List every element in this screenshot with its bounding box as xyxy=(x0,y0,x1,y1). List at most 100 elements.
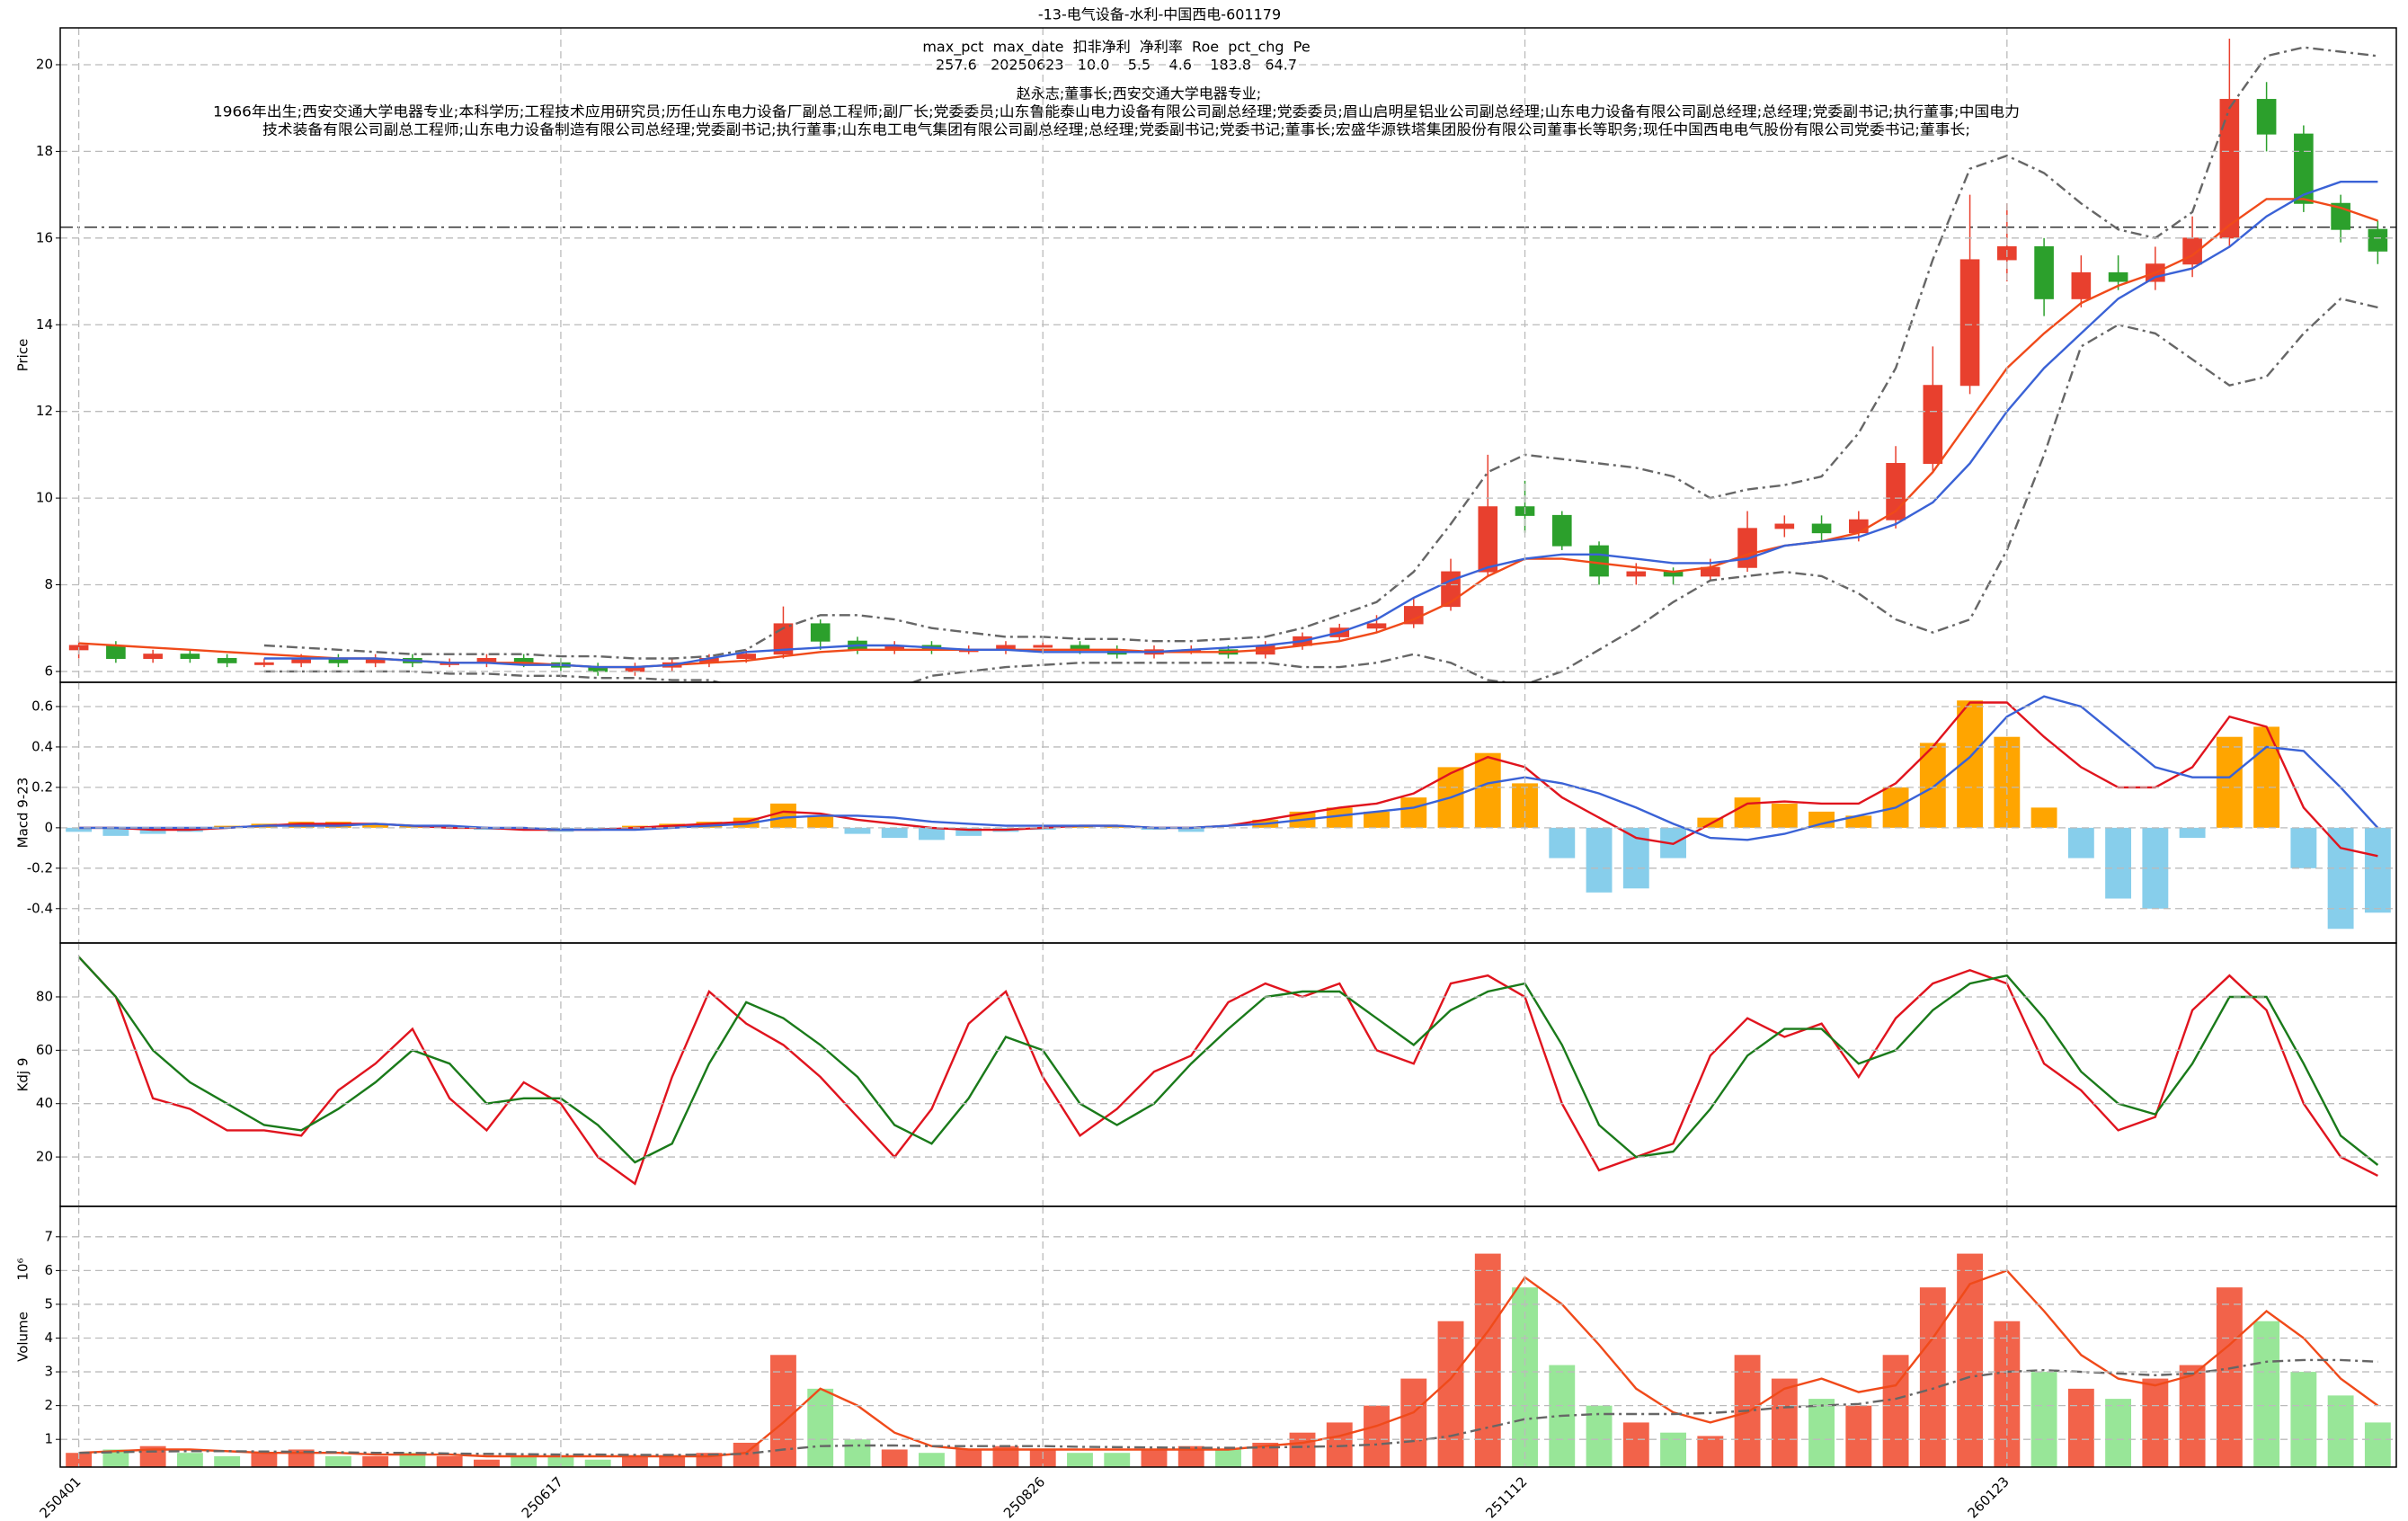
y-tick-label: 8 xyxy=(44,576,53,592)
bar xyxy=(547,1455,574,1467)
bar xyxy=(2179,827,2206,839)
candle-body xyxy=(180,654,200,659)
bar xyxy=(1400,797,1427,828)
y-tick-label: 60 xyxy=(36,1042,53,1058)
series-line xyxy=(77,956,2379,1166)
header-line: max_pct max_date 扣非净利 净利率 Roe pct_chg Pe xyxy=(922,39,1310,57)
bar xyxy=(214,1455,241,1467)
bar xyxy=(1474,1253,1501,1467)
bar xyxy=(324,1455,351,1467)
bar xyxy=(2067,827,2094,858)
bar xyxy=(2364,1422,2391,1467)
bar xyxy=(1437,1321,1464,1467)
header-line: 赵永志;董事长;西安交通大学电器专业; xyxy=(1017,85,1261,102)
x-tick-label: 251112 xyxy=(1482,1473,1530,1521)
candle-body xyxy=(2108,271,2128,282)
bar xyxy=(1919,1287,1946,1467)
bar xyxy=(992,1445,1019,1467)
panel-frame xyxy=(59,942,2397,1207)
bar xyxy=(176,1453,203,1467)
bar xyxy=(251,1453,278,1467)
y-scale-label: 10⁶ xyxy=(15,1258,31,1280)
y-tick-label: 10 xyxy=(36,490,53,506)
y-tick-label: -0.4 xyxy=(27,900,53,916)
bar xyxy=(473,1459,500,1467)
bar xyxy=(1364,1405,1390,1467)
y-tick-label: -0.2 xyxy=(27,859,53,876)
y-tick-label: 14 xyxy=(36,316,53,333)
bar xyxy=(584,1459,611,1467)
y-axis-label: Price xyxy=(15,339,31,372)
series-line xyxy=(78,701,2378,858)
y-tick-label: 0 xyxy=(44,819,53,835)
bar xyxy=(1808,1399,1835,1467)
bar xyxy=(2067,1388,2094,1467)
panel-frame xyxy=(59,1205,2397,1468)
y-tick-label: 0.4 xyxy=(31,738,53,754)
y-tick-label: 6 xyxy=(44,663,53,679)
bar xyxy=(1474,752,1501,828)
bar xyxy=(659,1455,686,1467)
candle-body xyxy=(143,654,163,659)
bar xyxy=(2290,827,2317,868)
bar xyxy=(66,827,93,832)
panel xyxy=(66,695,2391,930)
candle-body xyxy=(2219,99,2240,239)
series-line xyxy=(78,1268,2379,1458)
series-line xyxy=(78,695,2379,841)
y-tick-label: 5 xyxy=(44,1295,53,1312)
bar xyxy=(1104,1453,1131,1467)
bar xyxy=(66,1453,93,1467)
bar xyxy=(807,815,834,828)
bar xyxy=(1586,1405,1613,1467)
bar xyxy=(1326,807,1353,828)
series-line xyxy=(77,956,2378,1186)
y-tick-label: 3 xyxy=(44,1364,53,1380)
y-tick-label: 12 xyxy=(36,403,53,419)
y-tick-label: 6 xyxy=(44,1262,53,1278)
bar xyxy=(102,1449,129,1467)
y-axis-label: Kdj 9 xyxy=(15,1058,31,1092)
candle-body xyxy=(254,662,274,665)
y-tick-label: 20 xyxy=(36,1149,53,1165)
bar xyxy=(1364,811,1390,828)
bar xyxy=(2179,1365,2206,1467)
bar xyxy=(1808,811,1835,828)
bar xyxy=(2364,827,2391,913)
bar xyxy=(2253,1321,2280,1467)
panel xyxy=(66,1253,2391,1467)
bar xyxy=(1289,1432,1316,1467)
bar xyxy=(881,1449,908,1467)
bar xyxy=(2030,807,2057,828)
candle-body xyxy=(1626,571,1647,577)
series-line xyxy=(263,46,2378,660)
y-tick-label: 4 xyxy=(44,1330,53,1346)
bar xyxy=(955,1449,982,1467)
series-line xyxy=(263,297,2378,682)
candle-body xyxy=(1737,528,1757,568)
bar xyxy=(2142,1378,2169,1467)
candle-body xyxy=(810,623,831,642)
bar xyxy=(621,1455,648,1467)
candle-body xyxy=(2071,271,2092,299)
header-line: 技术装备有限公司副总工程师;山东电力设备制造有限公司总经理;党委副书记;执行董事… xyxy=(262,121,1970,138)
y-tick-label: 7 xyxy=(44,1228,53,1244)
bar xyxy=(1400,1378,1427,1467)
bar xyxy=(2327,827,2354,930)
y-axis-label: Macd 9-23 xyxy=(15,778,31,849)
y-tick-label: 1 xyxy=(44,1431,53,1447)
candle-body xyxy=(2034,245,2054,299)
x-tick-label: 250401 xyxy=(36,1473,84,1521)
bar xyxy=(1141,1449,1168,1467)
candle-body xyxy=(736,654,757,659)
bar xyxy=(2105,827,2132,899)
bar xyxy=(1697,1436,1724,1467)
bar xyxy=(2327,1395,2354,1467)
bar xyxy=(844,827,871,834)
bar xyxy=(955,827,982,836)
candle-body xyxy=(1849,519,1869,534)
y-tick-label: 18 xyxy=(36,143,53,159)
series-line xyxy=(263,181,2378,669)
bar xyxy=(1586,827,1613,893)
candle-body xyxy=(1033,645,1053,648)
